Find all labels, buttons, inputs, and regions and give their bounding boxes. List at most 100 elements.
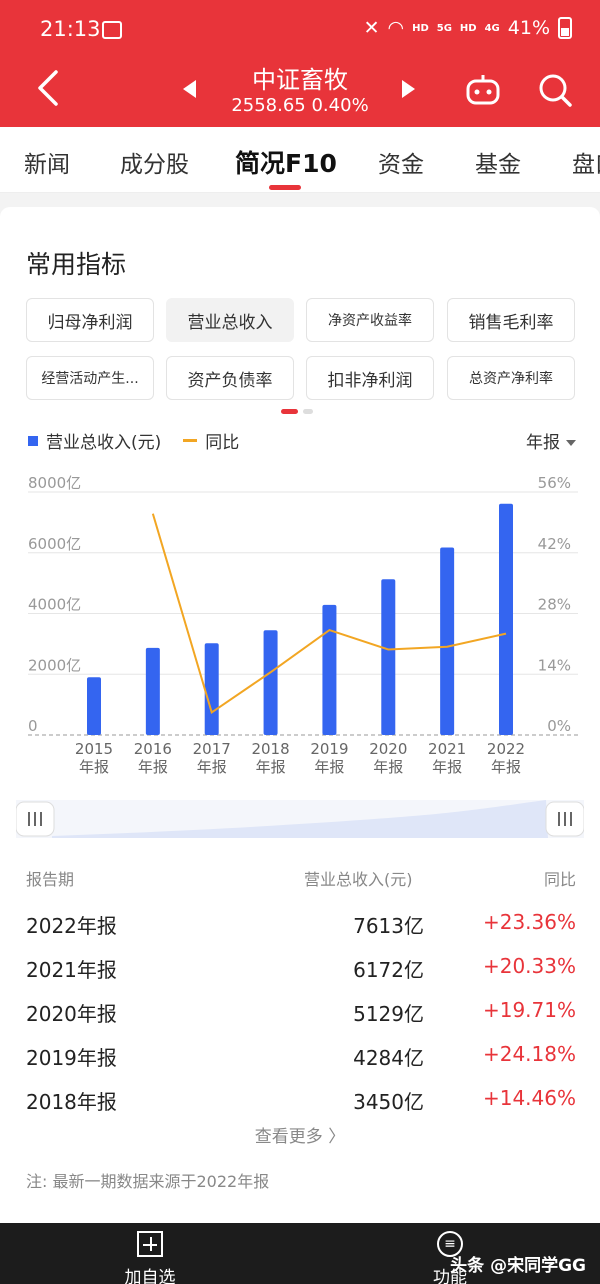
legend-line-swatch bbox=[183, 439, 198, 442]
indicator-debt-ratio[interactable]: 资产负债率 bbox=[166, 356, 294, 400]
indicator-roa[interactable]: 总资产净利率 bbox=[447, 356, 575, 400]
indicators-title: 常用指标 bbox=[26, 250, 127, 279]
image-icon bbox=[102, 21, 122, 39]
tab-order-book[interactable]: 盘口 bbox=[572, 152, 600, 178]
y-tick-label: 2000亿 bbox=[28, 656, 81, 674]
indicator-deducted-profit[interactable]: 扣非净利润 bbox=[306, 356, 434, 400]
row-yoy: +19.71% bbox=[482, 998, 576, 1022]
x-tick-label: 2018 bbox=[251, 740, 289, 758]
add-icon bbox=[137, 1231, 163, 1257]
function-label: 功能 bbox=[433, 1268, 467, 1284]
pager-dot bbox=[303, 409, 313, 414]
pager-dot-active bbox=[281, 409, 298, 414]
bar bbox=[499, 503, 513, 735]
view-more-link[interactable]: 查看更多 〉 bbox=[254, 1127, 346, 1147]
x-tick-suffix: 年报 bbox=[491, 758, 521, 776]
indicator-gross-margin[interactable]: 销售毛利率 bbox=[447, 298, 575, 342]
tab-bar: 新闻 成分股 简况F10 资金 基金 盘口 bbox=[0, 127, 600, 193]
x-tick-suffix: 年报 bbox=[373, 758, 403, 776]
row-period: 2021年报 bbox=[26, 958, 117, 982]
x-tick-label: 2022 bbox=[487, 740, 525, 758]
x-tick-label: 2019 bbox=[310, 740, 348, 758]
battery-icon bbox=[558, 17, 572, 39]
y2-tick-label: 0% bbox=[547, 717, 571, 735]
table-row: 2018年报 3450亿 +14.46% bbox=[26, 1086, 576, 1130]
tab-news[interactable]: 新闻 bbox=[24, 152, 70, 178]
robot-assistant-icon[interactable] bbox=[465, 72, 501, 108]
row-period: 2020年报 bbox=[26, 1002, 117, 1026]
indicator-total-revenue[interactable]: 营业总收入 bbox=[166, 298, 294, 342]
page-title: 中证畜牧 bbox=[252, 66, 348, 94]
caret-down-icon bbox=[566, 440, 576, 446]
battery-percent: 41% bbox=[507, 17, 550, 39]
x-tick-label: 2016 bbox=[134, 740, 172, 758]
yoy-line bbox=[151, 513, 507, 715]
bar bbox=[263, 630, 278, 735]
bar bbox=[381, 579, 396, 735]
table-row: 2022年报 7613亿 +23.36% bbox=[26, 910, 576, 954]
bar bbox=[440, 547, 455, 735]
function-button[interactable]: ≡ 功能 bbox=[410, 1231, 490, 1284]
row-yoy: +23.36% bbox=[482, 910, 576, 934]
x-tick-label: 2015 bbox=[75, 740, 113, 758]
period-label: 年报 bbox=[526, 433, 560, 453]
prev-index-icon[interactable] bbox=[183, 80, 196, 98]
y-tick-label: 6000亿 bbox=[28, 535, 81, 553]
row-revenue: 6172亿 bbox=[353, 958, 424, 982]
x-tick-label: 2021 bbox=[428, 740, 466, 758]
hd-label-1: HD bbox=[412, 22, 429, 34]
bar bbox=[204, 643, 219, 735]
tab-funds-flow[interactable]: 资金 bbox=[378, 152, 424, 178]
table-row: 2021年报 6172亿 +20.33% bbox=[26, 954, 576, 998]
top-bar: 21:13 ✕ ◠ HD 5G HD 4G 41% 中证畜牧 2558.65 0… bbox=[0, 0, 600, 127]
y-tick-label: 4000亿 bbox=[28, 596, 81, 614]
row-period: 2022年报 bbox=[26, 914, 117, 938]
x-tick-label: 2020 bbox=[369, 740, 407, 758]
section-divider bbox=[0, 193, 600, 223]
bar bbox=[322, 604, 337, 735]
x-tick-suffix: 年报 bbox=[138, 758, 168, 776]
nav-row: 中证畜牧 2558.65 0.40% bbox=[0, 56, 600, 126]
hd-label-2: HD bbox=[459, 22, 477, 34]
search-icon[interactable] bbox=[536, 71, 574, 109]
legend-line-label: 同比 bbox=[205, 433, 240, 453]
next-index-icon[interactable] bbox=[402, 80, 415, 98]
active-tab-indicator bbox=[269, 185, 301, 190]
slider-handle-left[interactable] bbox=[16, 801, 55, 837]
indicator-net-profit[interactable]: 归母净利润 bbox=[26, 298, 154, 342]
tab-fund[interactable]: 基金 bbox=[475, 152, 521, 178]
add-watchlist-button[interactable]: 加自选 bbox=[110, 1231, 190, 1284]
header-yoy: 同比 bbox=[543, 870, 576, 889]
row-period: 2018年报 bbox=[26, 1090, 117, 1114]
wifi-icon: ◠ bbox=[387, 17, 405, 39]
indicator-roe[interactable]: 净资产收益率 bbox=[306, 298, 434, 342]
tab-f10-overview[interactable]: 简况F10 bbox=[235, 149, 337, 178]
slider-handle-right[interactable] bbox=[545, 801, 584, 837]
range-slider[interactable] bbox=[16, 800, 584, 838]
network-4g: 4G bbox=[484, 22, 500, 34]
mute-icon: ✕ bbox=[363, 17, 380, 39]
tab-constituents[interactable]: 成分股 bbox=[120, 152, 189, 178]
index-quote: 2558.65 0.40% bbox=[231, 95, 369, 116]
period-selector[interactable]: 年报 bbox=[526, 428, 576, 453]
table-row: 2019年报 4284亿 +24.18% bbox=[26, 1042, 576, 1086]
y2-tick-label: 28% bbox=[538, 596, 571, 614]
status-bar: 21:13 ✕ ◠ HD 5G HD 4G 41% bbox=[0, 0, 600, 56]
row-revenue: 5129亿 bbox=[353, 1002, 424, 1026]
menu-icon: ≡ bbox=[437, 1231, 463, 1257]
row-yoy: +14.46% bbox=[482, 1086, 576, 1110]
x-tick-suffix: 年报 bbox=[197, 758, 227, 776]
header-period: 报告期 bbox=[26, 870, 75, 889]
row-revenue: 3450亿 bbox=[353, 1090, 424, 1114]
back-arrow-icon[interactable] bbox=[32, 68, 66, 108]
status-time: 21:13 bbox=[40, 17, 101, 41]
indicator-operating-cashflow[interactable]: 经营活动产生... bbox=[26, 356, 154, 400]
bar bbox=[87, 677, 101, 735]
y2-tick-label: 14% bbox=[538, 656, 571, 674]
row-period: 2019年报 bbox=[26, 1046, 117, 1070]
slider-area bbox=[52, 800, 548, 838]
y2-tick-label: 42% bbox=[538, 535, 571, 553]
header-revenue: 营业总收入(元) bbox=[304, 870, 413, 889]
row-revenue: 4284亿 bbox=[353, 1046, 424, 1070]
row-yoy: +24.18% bbox=[482, 1042, 576, 1066]
